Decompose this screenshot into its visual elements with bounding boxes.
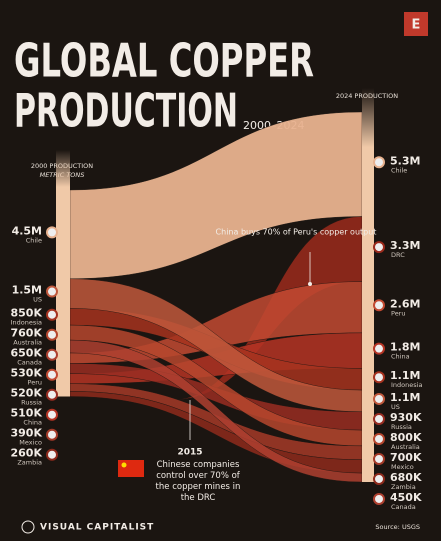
- value-label: 520K: [11, 387, 43, 400]
- flag: [46, 368, 58, 381]
- value-label: 5.3M: [390, 154, 420, 167]
- china-flag: [118, 460, 144, 477]
- country-label: DRC: [391, 251, 405, 259]
- flag: [46, 428, 58, 441]
- annotation: Chinese companies control over 70% of th…: [155, 460, 241, 500]
- left-column: [56, 150, 70, 397]
- flag: [373, 452, 385, 465]
- flag: [46, 226, 58, 239]
- value-label: 3.3M: [390, 239, 420, 252]
- country-label: Indonesia: [391, 381, 422, 389]
- flag: [46, 308, 58, 321]
- annotation-box: Chinese companies control over 70% of th…: [155, 460, 241, 500]
- value-label: 1.5M: [12, 284, 42, 297]
- flag: [46, 448, 58, 461]
- country-label: Indonesia: [11, 319, 42, 327]
- value-label: 390K: [11, 427, 43, 440]
- value-label: 700K: [390, 451, 422, 464]
- flag-star: [121, 462, 127, 468]
- value-label: 260K: [11, 447, 43, 460]
- value-label: 4.5M: [12, 224, 42, 237]
- flag: [373, 342, 385, 355]
- flag: [373, 299, 385, 312]
- country-label: Chile: [26, 236, 42, 244]
- flag: [373, 412, 385, 425]
- value-label: 800K: [390, 431, 422, 444]
- flag: [373, 241, 385, 254]
- flag: [373, 392, 385, 405]
- country-label: Russia: [391, 423, 412, 431]
- annotation: 2015: [177, 448, 202, 458]
- value-label: 2.6M: [390, 297, 420, 310]
- country-label: Australia: [391, 443, 420, 451]
- country-label: Australia: [13, 339, 42, 347]
- country-label: US: [33, 296, 42, 304]
- flag: [46, 348, 58, 361]
- flows: [69, 111, 363, 483]
- country-label: China: [23, 419, 42, 427]
- country-label: US: [391, 403, 400, 411]
- flag: [373, 432, 385, 445]
- logo-box: [404, 12, 428, 36]
- country-label: Chile: [391, 166, 407, 174]
- country-label: Peru: [28, 379, 42, 387]
- value-label: 680K: [390, 471, 422, 484]
- value-label: 510K: [11, 407, 43, 420]
- brand-icon: [21, 520, 35, 534]
- flag: [373, 472, 385, 485]
- value-label: 760K: [11, 327, 43, 340]
- flag: [46, 388, 58, 401]
- annotation: China buys 70% of Peru's copper output: [216, 228, 377, 237]
- labels: 4.5MChile1.5MUS850KIndonesia760KAustrali…: [11, 154, 423, 511]
- right-column: [362, 88, 374, 482]
- value-label: 850K: [11, 307, 43, 320]
- flag: [373, 371, 385, 384]
- flag: [373, 492, 385, 505]
- brand: VISUAL CAPITALIST: [40, 523, 154, 533]
- flag: [46, 328, 58, 341]
- value-label: 1.8M: [390, 341, 420, 354]
- value-label: 650K: [11, 347, 43, 360]
- country-label: China: [391, 353, 410, 361]
- value-label: 930K: [390, 411, 422, 424]
- source: Source: USGS: [375, 523, 420, 531]
- flag: [46, 285, 58, 298]
- country-label: Zambia: [391, 483, 416, 491]
- columns: [56, 88, 374, 482]
- country-label: Peru: [391, 309, 405, 317]
- flag: [46, 408, 58, 421]
- value-label: 530K: [11, 367, 43, 380]
- logo: E: [412, 18, 421, 33]
- value-label: 1.1M: [390, 391, 420, 404]
- title-line: PRODUCTION: [14, 84, 238, 138]
- value-label: 1.1M: [390, 369, 420, 382]
- country-label: Russia: [21, 399, 42, 407]
- country-label: Mexico: [391, 463, 414, 471]
- country-label: Zambia: [17, 459, 42, 467]
- value-label: 450K: [390, 491, 422, 504]
- country-label: Canada: [391, 503, 416, 511]
- country-label: Canada: [17, 359, 42, 367]
- annotation-dot: [308, 282, 312, 286]
- country-label: Mexico: [19, 439, 42, 447]
- flag: [373, 156, 385, 169]
- title-line: GLOBAL COPPER: [14, 34, 314, 88]
